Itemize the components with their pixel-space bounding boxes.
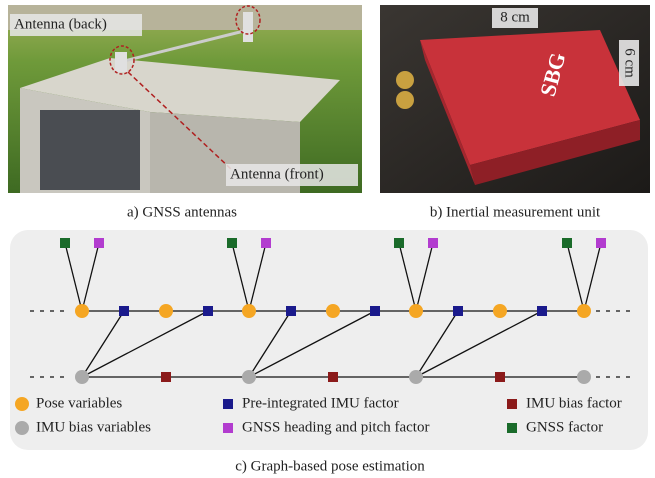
gnss-heading-factor <box>596 238 606 248</box>
legend-symbol <box>223 399 233 409</box>
legend-label: GNSS heading and pitch factor <box>242 419 429 435</box>
bias-factor <box>495 372 505 382</box>
pose-node <box>75 304 89 318</box>
gnss-factor <box>227 238 237 248</box>
legend-label: GNSS factor <box>526 419 603 435</box>
legend-symbol <box>507 399 517 409</box>
pose-node <box>577 304 591 318</box>
gnss-factor <box>562 238 572 248</box>
imu-factor <box>286 306 296 316</box>
pose-node <box>159 304 173 318</box>
gnss-factor <box>394 238 404 248</box>
caption: a) GNSS antennas <box>127 204 237 220</box>
pose-node <box>242 304 256 318</box>
legend-symbol <box>223 423 233 433</box>
legend-label: Pre-integrated IMU factor <box>242 395 399 411</box>
imu-factor <box>203 306 213 316</box>
bias-factor <box>328 372 338 382</box>
legend-label: IMU bias factor <box>526 395 622 411</box>
dimension-label: 8 cm <box>500 9 530 25</box>
gnss-factor <box>60 238 70 248</box>
bias-node <box>577 370 591 384</box>
figure: Antenna (back) Antenna (front) a) GNSS a… <box>0 0 655 478</box>
photo-imu: SBG 8 cm 6 cm <box>380 5 650 193</box>
imu-factor <box>370 306 380 316</box>
gnss-heading-factor <box>261 238 271 248</box>
legend-symbol <box>15 397 29 411</box>
page: {"photos": [ {"caption": "a) GNSS antenn… <box>0 0 655 478</box>
dimension-label: 6 cm <box>622 48 638 78</box>
gnss-heading-factor <box>428 238 438 248</box>
legend-symbol <box>507 423 517 433</box>
bias-factor <box>161 372 171 382</box>
legend-label: Pose variables <box>36 395 122 411</box>
imu-factor <box>453 306 463 316</box>
bias-node <box>75 370 89 384</box>
caption: c) Graph-based pose estimation <box>235 458 425 474</box>
bias-node <box>242 370 256 384</box>
pose-node <box>493 304 507 318</box>
imu-factor <box>537 306 547 316</box>
photo-gnss: Antenna (back) Antenna (front) <box>8 5 362 193</box>
imu-factor <box>119 306 129 316</box>
pose-node <box>326 304 340 318</box>
antenna-label: Antenna (front) <box>230 166 324 182</box>
legend-label: IMU bias variables <box>36 419 151 435</box>
bias-node <box>409 370 423 384</box>
antenna-label: Antenna (back) <box>14 16 107 32</box>
gnss-heading-factor <box>94 238 104 248</box>
caption: b) Inertial measurement unit <box>430 204 601 220</box>
legend-symbol <box>15 421 29 435</box>
pose-node <box>409 304 423 318</box>
